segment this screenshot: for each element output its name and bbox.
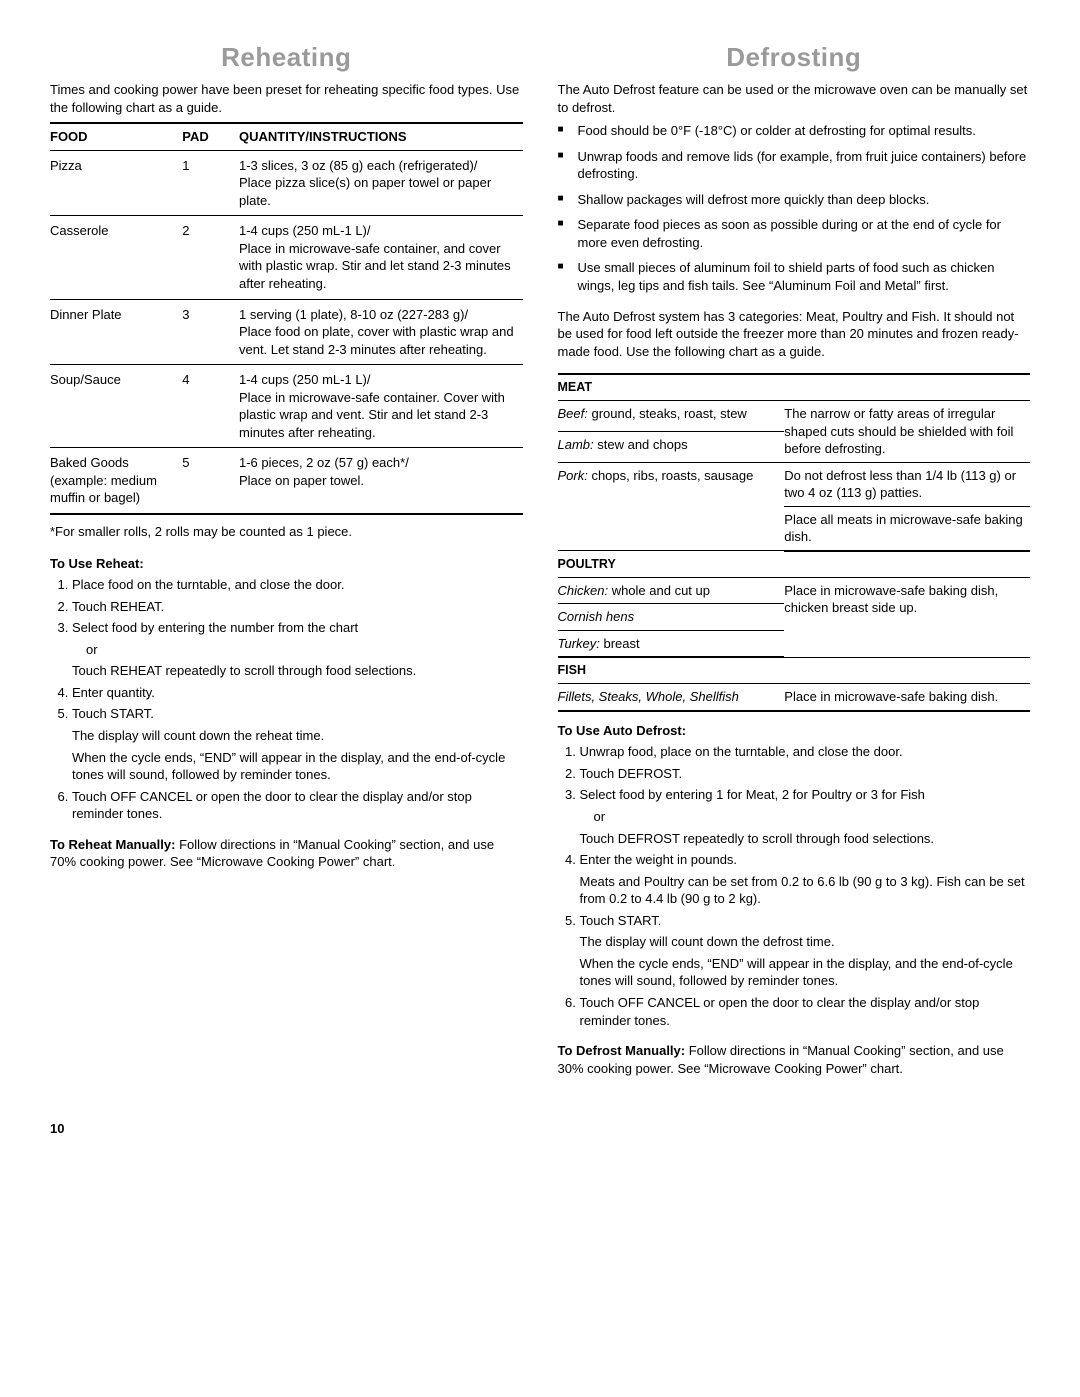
defrost-steps: Unwrap food, place on the turntable, and…	[558, 743, 1031, 1029]
step-item: Unwrap food, place on the turntable, and…	[580, 743, 1031, 761]
cell-inst: 1-4 cups (250 mL-1 L)/ Place in microwav…	[239, 365, 523, 448]
poultry-head: POULTRY	[558, 551, 1031, 577]
defrosting-intro: The Auto Defrost feature can be used or …	[558, 81, 1031, 116]
reheat-manual-bold: To Reheat Manually:	[50, 837, 175, 852]
step-note: Meats and Poultry can be set from 0.2 to…	[580, 873, 1031, 908]
th-inst: QUANTITY/INSTRUCTIONS	[239, 123, 523, 150]
th-pad: PAD	[182, 123, 239, 150]
step-item: Touch START.The display will count down …	[72, 705, 523, 783]
step-or: or	[86, 641, 523, 659]
reheating-footnote: *For smaller rolls, 2 rolls may be count…	[50, 523, 523, 541]
cell-food: Baked Goods (example: medium muffin or b…	[50, 448, 182, 514]
poultry-row-1: Cornish hens	[558, 604, 785, 631]
left-column: Reheating Times and cooking power have b…	[50, 40, 523, 1090]
bullet-item: Use small pieces of aluminum foil to shi…	[558, 259, 1031, 294]
cell-inst: 1-4 cups (250 mL-1 L)/ Place in microwav…	[239, 216, 523, 299]
meat-note-1: The narrow or fatty areas of irregular s…	[784, 401, 1030, 463]
table-row: Dinner Plate31 serving (1 plate), 8-10 o…	[50, 299, 523, 365]
step-note: When the cycle ends, “END” will appear i…	[580, 955, 1031, 990]
poultry-row-2: Turkey: breast	[558, 630, 785, 657]
defrost-use-head: To Use Auto Defrost:	[558, 722, 1031, 740]
meat-head: MEAT	[558, 374, 1031, 400]
cell-pad: 4	[182, 365, 239, 448]
step-item: Select food by entering 1 for Meat, 2 fo…	[580, 786, 1031, 847]
table-row: Casserole21-4 cups (250 mL-1 L)/ Place i…	[50, 216, 523, 299]
step-item: Select food by entering the number from …	[72, 619, 523, 680]
cell-pad: 2	[182, 216, 239, 299]
step-item: Place food on the turntable, and close t…	[72, 576, 523, 594]
step-item: Touch OFF CANCEL or open the door to cle…	[72, 788, 523, 823]
reheat-steps: Place food on the turntable, and close t…	[50, 576, 523, 823]
th-food: FOOD	[50, 123, 182, 150]
step-sub: Touch REHEAT repeatedly to scroll throug…	[72, 662, 523, 680]
defrost-table: MEAT Beef: ground, steaks, roast, stew T…	[558, 373, 1031, 712]
reheating-intro: Times and cooking power have been preset…	[50, 81, 523, 116]
meat-row-0: Beef: ground, steaks, roast, stew	[558, 401, 785, 432]
cell-pad: 5	[182, 448, 239, 514]
right-column: Defrosting The Auto Defrost feature can …	[558, 40, 1031, 1090]
cell-food: Casserole	[50, 216, 182, 299]
table-row: Baked Goods (example: medium muffin or b…	[50, 448, 523, 514]
step-item: Touch START.The display will count down …	[580, 912, 1031, 990]
step-note: When the cycle ends, “END” will appear i…	[72, 749, 523, 784]
cell-pad: 1	[182, 150, 239, 216]
bullet-item: Unwrap foods and remove lids (for exampl…	[558, 148, 1031, 183]
cell-food: Soup/Sauce	[50, 365, 182, 448]
reheat-use-head: To Use Reheat:	[50, 555, 523, 573]
page-container: Reheating Times and cooking power have b…	[50, 40, 1030, 1090]
fish-row: Fillets, Steaks, Whole, Shellfish	[558, 684, 785, 711]
meat-row-2: Pork: chops, ribs, roasts, sausage	[558, 462, 785, 551]
defrost-manual: To Defrost Manually: Follow directions i…	[558, 1042, 1031, 1077]
bullet-item: Separate food pieces as soon as possible…	[558, 216, 1031, 251]
page-number: 10	[50, 1120, 1030, 1138]
cell-food: Pizza	[50, 150, 182, 216]
defrost-bullets: Food should be 0°F (-18°C) or colder at …	[558, 122, 1031, 294]
cell-pad: 3	[182, 299, 239, 365]
table-row: Pizza11-3 slices, 3 oz (85 g) each (refr…	[50, 150, 523, 216]
cell-inst: 1-6 pieces, 2 oz (57 g) each*/ Place on …	[239, 448, 523, 514]
step-sub: Touch DEFROST repeatedly to scroll throu…	[580, 830, 1031, 848]
defrost-manual-bold: To Defrost Manually:	[558, 1043, 686, 1058]
poultry-note: Place in microwave-safe baking dish, chi…	[784, 577, 1030, 657]
reheating-table: FOOD PAD QUANTITY/INSTRUCTIONS Pizza11-3…	[50, 122, 523, 515]
defrosting-title: Defrosting	[558, 40, 1031, 75]
meat-note-3: Place all meats in microwave-safe baking…	[784, 506, 1030, 551]
bullet-item: Shallow packages will defrost more quick…	[558, 191, 1031, 209]
meat-note-2: Do not defrost less than 1/4 lb (113 g) …	[784, 462, 1030, 506]
table-row: Soup/Sauce41-4 cups (250 mL-1 L)/ Place …	[50, 365, 523, 448]
poultry-row-0: Chicken: whole and cut up	[558, 577, 785, 604]
step-note: The display will count down the reheat t…	[72, 727, 523, 745]
reheating-title: Reheating	[50, 40, 523, 75]
cell-food: Dinner Plate	[50, 299, 182, 365]
step-item: Enter quantity.	[72, 684, 523, 702]
meat-row-1: Lamb: stew and chops	[558, 431, 785, 462]
step-item: Touch DEFROST.	[580, 765, 1031, 783]
defrost-mid: The Auto Defrost system has 3 categories…	[558, 308, 1031, 361]
cell-inst: 1 serving (1 plate), 8-10 oz (227-283 g)…	[239, 299, 523, 365]
step-note: The display will count down the defrost …	[580, 933, 1031, 951]
cell-inst: 1-3 slices, 3 oz (85 g) each (refrigerat…	[239, 150, 523, 216]
step-item: Touch OFF CANCEL or open the door to cle…	[580, 994, 1031, 1029]
step-item: Touch REHEAT.	[72, 598, 523, 616]
step-or: or	[594, 808, 1031, 826]
fish-note: Place in microwave-safe baking dish.	[784, 684, 1030, 711]
reheat-manual: To Reheat Manually: Follow directions in…	[50, 836, 523, 871]
bullet-item: Food should be 0°F (-18°C) or colder at …	[558, 122, 1031, 140]
fish-head: FISH	[558, 657, 1031, 683]
step-item: Enter the weight in pounds.Meats and Pou…	[580, 851, 1031, 908]
